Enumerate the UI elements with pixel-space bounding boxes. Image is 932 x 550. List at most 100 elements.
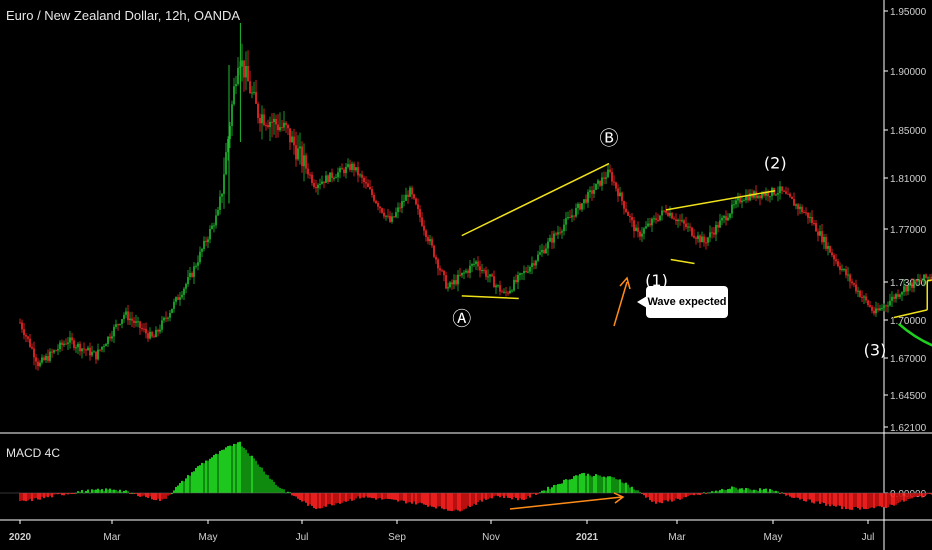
macd-bar <box>377 493 379 499</box>
candle-body <box>741 200 743 203</box>
macd-bar <box>319 493 321 509</box>
macd-bar <box>517 493 519 501</box>
candle-body <box>811 216 813 223</box>
candle-body <box>427 237 429 242</box>
macd-bar <box>531 493 533 495</box>
candle-body <box>449 282 451 288</box>
candle-body <box>717 224 719 228</box>
candle-body <box>463 272 465 274</box>
macd-bar <box>849 493 851 510</box>
y-tick-label: 1.90000 <box>890 67 927 78</box>
candle-body <box>181 294 183 298</box>
candle-body <box>407 194 409 197</box>
macd-bar <box>147 493 149 498</box>
trend-line <box>461 162 610 237</box>
candle-body <box>241 60 243 67</box>
macd-bar <box>749 489 751 493</box>
candle-body <box>163 317 165 321</box>
macd-bar <box>287 491 289 493</box>
candle-body <box>377 203 379 207</box>
candle-body <box>153 336 155 338</box>
macd-bar <box>847 493 849 509</box>
candle-body <box>757 195 759 198</box>
macd-bar <box>767 491 769 493</box>
macd-divergence-line <box>509 496 623 510</box>
macd-bar <box>891 493 893 505</box>
candle-body <box>799 206 801 209</box>
candle-body <box>379 206 381 209</box>
macd-bar <box>573 476 575 493</box>
candle-body <box>401 201 403 208</box>
macd-bar <box>371 493 373 499</box>
candle-body <box>825 236 827 249</box>
macd-bar <box>863 493 865 509</box>
macd-bar <box>405 493 407 504</box>
candle-body <box>233 86 235 105</box>
candle-body <box>247 65 249 82</box>
macd-bar <box>731 486 733 493</box>
candle-body <box>661 210 663 216</box>
candle-body <box>159 329 161 332</box>
macd-bar <box>467 493 469 506</box>
candle-body <box>665 210 667 213</box>
macd-bar <box>373 493 375 499</box>
macd-bar <box>713 491 715 493</box>
candle-body <box>815 223 817 232</box>
macd-bar <box>599 475 601 493</box>
candle-body <box>615 182 617 189</box>
candle-body <box>533 263 535 266</box>
candle-body <box>655 218 657 221</box>
candle-body <box>605 177 607 179</box>
candle-body <box>97 349 99 360</box>
candle-body <box>783 190 785 192</box>
macd-bar <box>381 493 383 500</box>
macd-bar <box>897 493 899 504</box>
candle-body <box>133 320 135 323</box>
macd-bar <box>909 493 911 499</box>
macd-bar <box>141 493 143 497</box>
wave-label: Ⓑ <box>599 127 618 149</box>
macd-bar <box>907 493 909 500</box>
candle-body <box>79 343 81 352</box>
macd-bar <box>345 493 347 502</box>
candle-body <box>639 231 641 237</box>
candle-body <box>87 347 89 351</box>
macd-bar <box>145 493 147 498</box>
wave-label: (2) <box>764 153 787 172</box>
candle-body <box>209 228 211 240</box>
orange-arrow-head <box>619 276 631 290</box>
candle-body <box>625 208 627 212</box>
macd-bar <box>605 477 607 493</box>
candle-body <box>671 213 673 219</box>
macd-bar <box>581 473 583 493</box>
macd-bar <box>465 493 467 509</box>
macd-bar <box>869 493 871 508</box>
macd-bar <box>727 489 729 493</box>
candle-body <box>527 271 529 273</box>
candle-body <box>307 168 309 175</box>
candle-body <box>677 219 679 222</box>
candle-body <box>287 125 289 129</box>
macd-bar <box>443 493 445 510</box>
candle-body <box>847 274 849 276</box>
candle-body <box>599 180 601 186</box>
candle-body <box>747 195 749 201</box>
candle-body <box>443 270 445 276</box>
candle-body <box>897 294 899 297</box>
candle-body <box>577 203 579 208</box>
candle-body <box>215 215 217 226</box>
macd-bar <box>627 484 629 493</box>
candle-body <box>759 195 761 199</box>
candle-body <box>177 297 179 300</box>
candle-body <box>557 232 559 235</box>
candle-body <box>765 191 767 196</box>
macd-bar <box>159 493 161 502</box>
candle-body <box>917 280 919 282</box>
macd-bar <box>169 493 171 495</box>
candle-body <box>115 324 117 327</box>
macd-bar <box>181 480 183 493</box>
candle-body <box>397 207 399 213</box>
candle-body <box>709 232 711 238</box>
macd-bar <box>661 493 663 504</box>
